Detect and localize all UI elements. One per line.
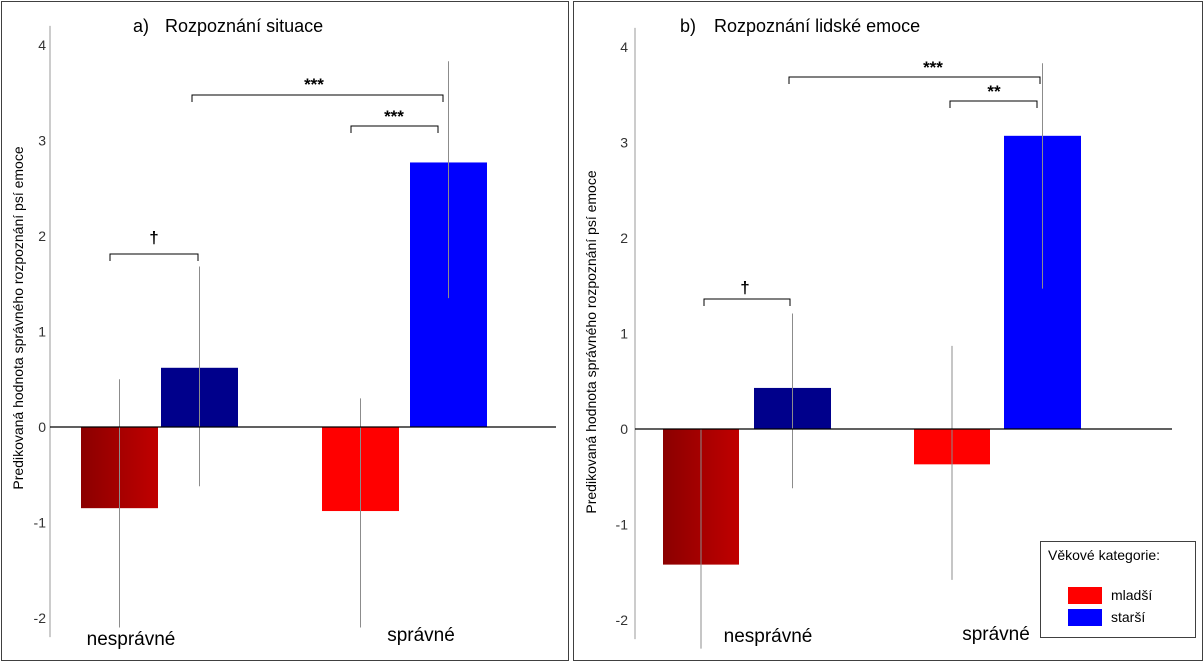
panel-b-significance-bracket [788,76,1041,84]
panel-b-frame [573,1,1203,661]
panel-a-ytick-label: 3 [38,133,46,149]
panel-a-category-label: správné [387,625,455,646]
panel-a-significance-label: † [149,228,158,247]
panel-b-ytick-label: -2 [616,612,629,628]
panel-b-significance-label: *** [923,58,943,77]
legend-swatch-old [1068,609,1102,626]
panel-b-ytick-label: 4 [620,39,628,55]
panel-b-category-label: nesprávné [724,626,813,647]
panel-b-ylabel: Predikovaná hodnota správného rozpoznání… [583,170,599,513]
panel-b-ytick-label: 0 [620,421,628,437]
panel-b-category-label: správné [962,624,1030,645]
legend-box [1040,541,1196,638]
panel-a-significance-bracket [191,94,444,102]
panel-b-ytick-label: 3 [620,135,628,151]
panel-a-significance-bracket [109,253,199,261]
panel-b-ytick-label: -1 [616,517,629,533]
panel-a-title: Rozpoznání situace [165,16,323,36]
panel-a-ylabel: Predikovaná hodnota správného rozpoznání… [10,146,26,489]
panel-a-ytick-label: 4 [38,37,46,53]
panel-a-significance-bracket [350,125,439,133]
panel-b-label: b) [680,16,696,36]
panel-a-ytick-label: -2 [34,610,47,626]
panel-b-significance-bracket [949,100,1038,108]
panel-a-ytick-label: 2 [38,228,46,244]
legend-label-old: starší [1111,609,1145,625]
legend-title: Věkové kategorie: [1048,547,1160,563]
legend: Věkové kategorie: mladší starší [1040,541,1196,638]
panel-b-significance-label: ** [987,82,1001,101]
panel-a-significance-label: *** [304,75,324,94]
panel-a-ytick-label: 0 [38,419,46,435]
panel-b-significance-bracket [703,298,791,306]
panel-a-significance-label: *** [384,107,404,126]
legend-label-young: mladší [1111,587,1152,603]
panel-a-ytick-label: 1 [38,324,46,340]
panel-a-frame [1,1,569,661]
panel-a-ytick-label: -1 [34,515,47,531]
panel-a-label: a) [133,16,149,36]
panel-a-category-label: nesprávné [87,629,176,650]
legend-swatch-young [1068,587,1102,604]
panel-b-significance-label: † [740,278,749,297]
panel-b-ytick-label: 1 [620,326,628,342]
panel-a-plot: -2 -1 0 1 2 3 4 nesprávné správné † *** *** [34,25,556,650]
panel-b-ytick-label: 2 [620,230,628,246]
panel-b-title: Rozpoznání lidské emoce [714,16,920,36]
